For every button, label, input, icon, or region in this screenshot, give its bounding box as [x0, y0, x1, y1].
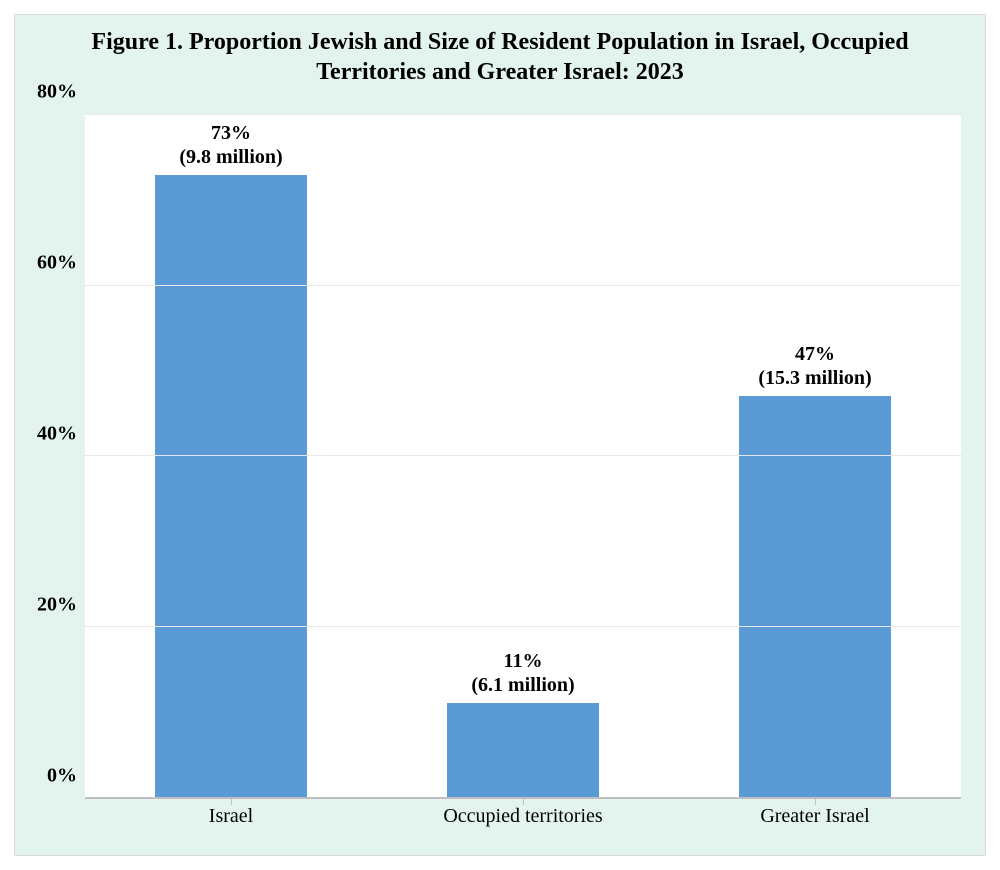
bar-population-label: (6.1 million) [377, 673, 669, 697]
bar-data-label: 73%(9.8 million) [85, 121, 377, 169]
bar-percent-label: 47% [669, 342, 961, 366]
y-tick-label: 0% [47, 765, 77, 788]
x-tick-label: Greater Israel [669, 805, 961, 828]
bar [155, 175, 307, 797]
bar-population-label: (15.3 million) [669, 366, 961, 390]
bar [739, 396, 891, 797]
bar-percent-label: 73% [85, 121, 377, 145]
x-tick-mark [231, 797, 232, 805]
plot-area: 73%(9.8 million) 11%(6.1 million) 47%(15.3… [85, 115, 961, 799]
x-axis: IsraelOccupied territoriesGreater Israel [85, 805, 961, 828]
bar-percent-label: 11% [377, 649, 669, 673]
x-tick-mark [523, 797, 524, 805]
bar-data-label: 11%(6.1 million) [377, 649, 669, 697]
y-axis: 0%20%40%60%80% [15, 115, 85, 799]
bar-slot: 11%(6.1 million) [377, 115, 669, 797]
x-tick-mark [815, 797, 816, 805]
bar-population-label: (9.8 million) [85, 145, 377, 169]
y-tick-label: 20% [37, 594, 77, 617]
grid-line [85, 626, 961, 627]
bar-data-label: 47%(15.3 million) [669, 342, 961, 390]
grid-line [85, 285, 961, 286]
y-tick-label: 40% [37, 423, 77, 446]
bar-slot: 73%(9.8 million) [85, 115, 377, 797]
x-tick-label: Occupied territories [377, 805, 669, 828]
bar-slot: 47%(15.3 million) [669, 115, 961, 797]
plot-wrap: 0%20%40%60%80% 73%(9.8 million)11%(6.1 m… [15, 115, 985, 799]
y-tick-label: 60% [37, 252, 77, 275]
bar [447, 703, 599, 797]
grid-line [85, 114, 961, 115]
chart-container: Figure 1. Proportion Jewish and Size of … [0, 0, 1000, 870]
chart-panel: Figure 1. Proportion Jewish and Size of … [14, 14, 986, 856]
y-tick-label: 80% [37, 81, 77, 104]
x-tick-label: Israel [85, 805, 377, 828]
grid-line [85, 455, 961, 456]
bars-group: 73%(9.8 million) 11%(6.1 million) 47%(15.3… [85, 115, 961, 797]
chart-title: Figure 1. Proportion Jewish and Size of … [15, 15, 985, 87]
